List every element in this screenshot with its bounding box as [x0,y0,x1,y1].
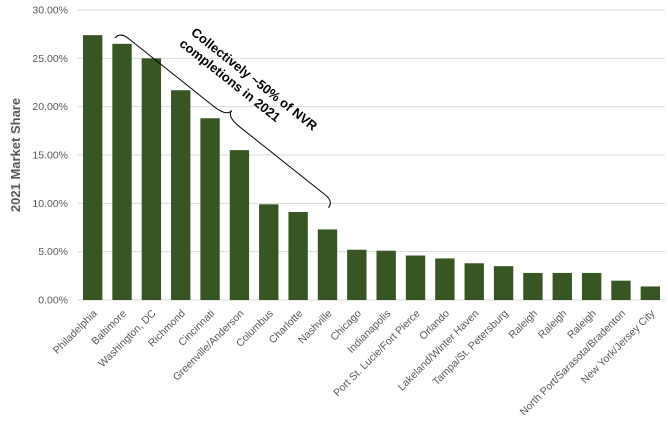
bar [464,263,484,300]
y-tick-label: 15.00% [32,150,68,162]
bar [493,266,514,300]
bar [405,255,426,300]
y-tick-label: 25.00% [32,53,68,65]
bar [171,90,191,300]
bar [141,58,162,301]
annotation-line-1: Collectively ~50% of NVR [188,25,320,134]
annotation-text: Collectively ~50% of NVR completions in … [177,23,323,148]
bar [82,35,103,301]
bar [347,249,367,300]
bar [288,212,308,300]
bar [435,258,455,300]
bars [82,35,661,301]
x-tick-label: Raleigh [536,308,570,342]
bar [611,280,631,300]
bar [200,118,220,301]
y-tick-label: 30.00% [32,5,68,17]
bar [112,43,132,300]
bar [523,272,543,300]
y-tick-label: 10.00% [32,198,68,210]
x-tick-label: Raleigh [506,308,540,342]
annotation-bracket [114,34,331,209]
bar [317,229,338,300]
grid-lines [78,9,665,301]
bar [259,204,279,300]
y-tick-label: 0.00% [38,295,68,307]
x-tick-label: Philadelphia [51,308,100,357]
bar [552,272,572,300]
bar [229,150,250,300]
y-tick-label: 5.00% [38,246,68,258]
bar [581,272,602,300]
y-tick-label: 20.00% [32,101,68,113]
bar [376,250,396,300]
bar [640,286,661,300]
y-axis-label: 2021 Market Share [8,98,23,212]
y-axis-ticks: 0.00% 5.00% 10.00% 15.00% 20.00% 25.00% 30.00% [32,5,68,307]
